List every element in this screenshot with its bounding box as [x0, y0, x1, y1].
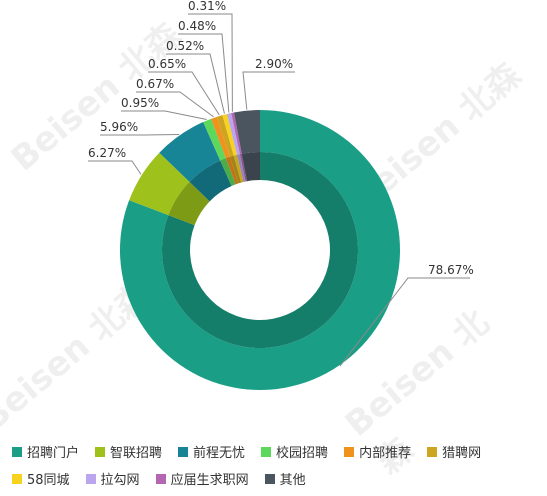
slice-8 [231, 112, 242, 155]
data-label-0: 78.67% [428, 263, 474, 277]
slice-inner-1 [168, 181, 210, 226]
leader-line-5 [148, 71, 220, 116]
legend-label: 招聘门户 [27, 446, 80, 461]
slice-2 [159, 122, 221, 182]
legend-label: 猎聘网 [442, 446, 482, 461]
legend-item: 其他 [264, 469, 306, 488]
legend-swatch [155, 473, 166, 484]
legend-swatch [261, 446, 272, 457]
slice-inner-3 [220, 158, 236, 187]
slice-4 [211, 116, 230, 159]
legend-item: 校园招聘 [261, 442, 328, 461]
leader-line-3 [121, 110, 207, 120]
legend-label: 其他 [279, 473, 306, 488]
legend-item: 拉勾网 [85, 469, 140, 488]
slice-inner-5 [229, 155, 242, 184]
legend-label: 58同城 [27, 473, 70, 488]
data-label-3: 0.95% [121, 96, 159, 110]
legend-swatch [344, 446, 355, 457]
legend-label: 校园招聘 [276, 446, 329, 461]
data-label-8: 0.31% [188, 0, 226, 13]
slice-3 [203, 118, 226, 161]
legend-label: 智联招聘 [110, 446, 163, 461]
slice-inner-7 [236, 154, 246, 182]
data-label-1: 6.27% [88, 146, 126, 160]
slice-6 [222, 113, 237, 156]
slice-5 [216, 115, 234, 157]
data-label-2: 5.96% [100, 120, 138, 134]
leader-line-8 [188, 13, 233, 112]
legend-item: 猎聘网 [427, 442, 481, 461]
legend-label: 应届生求职网 [170, 473, 249, 488]
data-label-6: 0.52% [166, 39, 204, 53]
legend-swatch [12, 473, 22, 484]
data-label-7: 0.48% [178, 19, 216, 33]
legend-item: 前程无忧 [178, 442, 245, 461]
legend-item: 58同城 [12, 469, 70, 488]
legend-swatch [264, 473, 275, 484]
legend-label: 前程无忧 [193, 446, 246, 461]
leader-line-4 [136, 91, 214, 118]
slice-inner-2 [189, 160, 232, 202]
legend-swatch [85, 473, 96, 484]
leader-line-0 [339, 277, 470, 367]
slice-9 [233, 110, 260, 154]
slice-7 [226, 112, 240, 155]
slice-inner-6 [233, 154, 244, 183]
slice-inner-9 [241, 152, 260, 182]
slice-inner-4 [225, 156, 239, 185]
slice-inner-8 [239, 153, 247, 182]
legend-swatch [178, 446, 189, 457]
leader-line-2 [100, 133, 180, 136]
legend-item: 应届生求职网 [155, 469, 249, 488]
legend-item: 智联招聘 [95, 442, 162, 461]
leader-line-9 [242, 71, 295, 110]
legend-swatch [95, 446, 106, 457]
slice-1 [129, 152, 190, 216]
donut-chart: 78.67% 6.27% 5.96% 0.95% 0.67% 0.65% 0.52% 0.48… [88, 0, 474, 391]
slice-0 [120, 110, 401, 391]
legend-item: 内部推荐 [344, 442, 411, 461]
legend-item: 招聘门户 [12, 442, 79, 461]
legend-label: 内部推荐 [359, 446, 412, 461]
legend-swatch [427, 446, 438, 457]
legend-swatch [12, 446, 22, 457]
legend-label: 拉勾网 [100, 473, 140, 488]
legend: 招聘门户 智联招聘 前程无忧 校园招聘 内部推荐 猎聘网 58同城 拉勾网 应届生求职网 其他 [6, 442, 546, 496]
leader-line-1 [88, 160, 142, 175]
data-label-4: 0.67% [136, 77, 174, 91]
data-label-5: 0.65% [148, 57, 186, 71]
leader-line-6 [166, 53, 225, 114]
data-label-9: 2.90% [255, 57, 293, 71]
leader-line-7 [178, 33, 230, 113]
